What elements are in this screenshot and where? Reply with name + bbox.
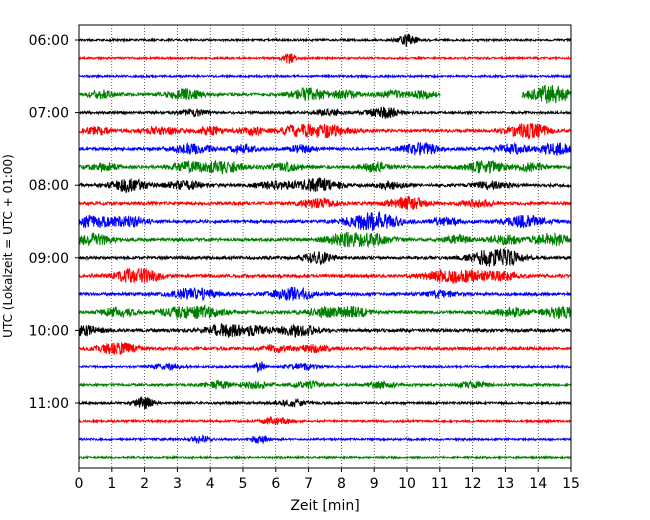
- x-tick-label: 11: [431, 476, 449, 492]
- seismogram-trace: [78, 33, 572, 47]
- seismogram-trace: [78, 84, 572, 104]
- seismogram-traces: [78, 33, 572, 461]
- seismogram-trace: [78, 73, 572, 80]
- x-axis-ticks: 0 1 2 3 4 5 6 7 8 9 10 11 12 13 14 15: [75, 468, 580, 492]
- seismogram-trace: [78, 231, 572, 249]
- seismogram-trace: [78, 159, 572, 175]
- seismogram-trace: [78, 141, 572, 157]
- x-tick-label: 2: [140, 476, 149, 492]
- y-tick-label: 07:00: [29, 106, 69, 122]
- x-tick-label: 6: [271, 476, 280, 492]
- seismogram-trace: [78, 395, 572, 409]
- x-tick-label: 13: [496, 476, 514, 492]
- y-tick-label: 09:00: [29, 251, 69, 267]
- seismogram-trace: [78, 416, 572, 426]
- x-tick-label: 15: [562, 476, 580, 492]
- x-tick-label: 9: [370, 476, 379, 492]
- x-tick-label: 14: [529, 476, 547, 492]
- y-tick-label: 10:00: [29, 323, 69, 339]
- x-tick-label: 7: [304, 476, 313, 492]
- x-tick-label: 3: [173, 476, 182, 492]
- seismogram-trace: [78, 176, 572, 194]
- seismogram-trace: [78, 342, 572, 356]
- y-tick-label: 11:00: [29, 396, 69, 412]
- seismogram-trace: [78, 247, 572, 267]
- seismogram-trace: [78, 304, 572, 320]
- x-tick-label: 8: [337, 476, 346, 492]
- x-tick-label: 1: [107, 476, 116, 492]
- plot-frame: [78, 24, 572, 469]
- vertical-grid: [111, 25, 539, 468]
- seismogram-trace: [78, 286, 572, 301]
- y-tick-label: 08:00: [29, 178, 69, 194]
- y-tick-label: 06:00: [29, 33, 69, 49]
- y-axis-label: UTC (Lokalzeit = UTC + 01:00): [1, 154, 15, 338]
- seismogram-trace: [78, 433, 572, 445]
- seismogram-trace: [78, 267, 572, 285]
- seismogram-trace: [78, 53, 572, 64]
- y-axis-ticks: 06:00 07:00 08:00 09:00 10:00 11:00: [29, 33, 79, 412]
- x-tick-label: 4: [206, 476, 215, 492]
- seismogram-trace: [78, 106, 572, 119]
- seismogram-trace: [78, 361, 572, 373]
- seismogram-trace: [78, 454, 572, 461]
- seismogram-trace: [78, 123, 572, 140]
- x-axis-label: Zeit [min]: [290, 498, 359, 514]
- x-tick-label: 5: [239, 476, 248, 492]
- x-tick-label: 10: [398, 476, 416, 492]
- x-tick-label: 12: [464, 476, 482, 492]
- seismogram-trace: [78, 379, 572, 390]
- seismogram-trace: [78, 211, 572, 231]
- seismogram-trace: [78, 322, 572, 339]
- seismogram-trace: [78, 195, 572, 211]
- x-tick-label: 0: [75, 476, 84, 492]
